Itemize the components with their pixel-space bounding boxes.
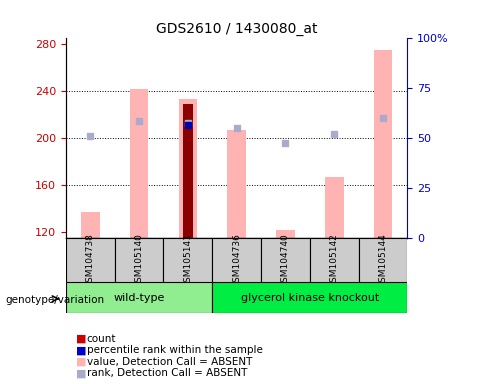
Text: GSM104736: GSM104736 bbox=[232, 233, 241, 288]
Text: glycerol kinase knockout: glycerol kinase knockout bbox=[241, 293, 379, 303]
FancyBboxPatch shape bbox=[261, 238, 310, 282]
Text: wild-type: wild-type bbox=[113, 293, 165, 303]
Bar bbox=[227, 130, 246, 238]
Text: percentile rank within the sample: percentile rank within the sample bbox=[87, 345, 263, 355]
FancyBboxPatch shape bbox=[66, 238, 115, 282]
FancyBboxPatch shape bbox=[212, 238, 261, 282]
Text: GSM105144: GSM105144 bbox=[379, 233, 387, 288]
Text: GSM105142: GSM105142 bbox=[330, 233, 339, 288]
FancyBboxPatch shape bbox=[310, 238, 359, 282]
FancyBboxPatch shape bbox=[163, 238, 212, 282]
Text: GSM105141: GSM105141 bbox=[183, 233, 192, 288]
Bar bbox=[179, 99, 197, 238]
Title: GDS2610 / 1430080_at: GDS2610 / 1430080_at bbox=[156, 22, 317, 36]
Bar bbox=[183, 104, 193, 238]
Text: rank, Detection Call = ABSENT: rank, Detection Call = ABSENT bbox=[87, 368, 247, 378]
Text: value, Detection Call = ABSENT: value, Detection Call = ABSENT bbox=[87, 357, 252, 367]
Bar bbox=[276, 230, 295, 238]
Text: ■: ■ bbox=[76, 334, 86, 344]
Bar bbox=[374, 50, 392, 238]
Text: ■: ■ bbox=[76, 357, 86, 367]
Text: count: count bbox=[87, 334, 116, 344]
Text: genotype/variation: genotype/variation bbox=[5, 295, 104, 305]
FancyBboxPatch shape bbox=[212, 282, 407, 313]
FancyBboxPatch shape bbox=[115, 238, 163, 282]
Bar bbox=[81, 212, 100, 238]
Text: ■: ■ bbox=[76, 368, 86, 378]
Text: ■: ■ bbox=[76, 345, 86, 355]
FancyBboxPatch shape bbox=[66, 282, 212, 313]
Text: GSM105140: GSM105140 bbox=[135, 233, 143, 288]
Text: GSM104740: GSM104740 bbox=[281, 233, 290, 288]
Bar bbox=[130, 89, 148, 238]
FancyBboxPatch shape bbox=[359, 238, 407, 282]
Bar bbox=[325, 177, 344, 238]
Text: GSM104738: GSM104738 bbox=[86, 233, 95, 288]
